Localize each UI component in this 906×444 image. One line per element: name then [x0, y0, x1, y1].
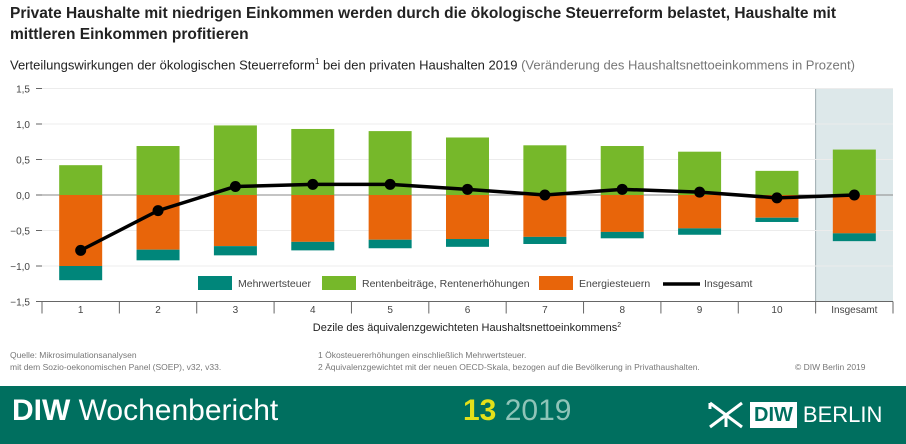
legend-label: Insgesamt — [704, 278, 753, 290]
bar-energiesteuern — [291, 195, 335, 242]
bar-mehrwertsteuer — [136, 249, 180, 261]
bar-rentenbeitraege — [523, 145, 567, 195]
legend-swatch — [322, 276, 356, 290]
bar-rentenbeitraege — [832, 149, 876, 195]
bar-mehrwertsteuer — [600, 231, 644, 239]
point-insgesamt — [307, 178, 319, 190]
bar-energiesteuern — [523, 195, 567, 237]
y-tick-label: 1,5 — [16, 85, 30, 96]
bar-mehrwertsteuer — [755, 217, 799, 222]
point-insgesamt — [616, 183, 628, 195]
bar-energiesteuern — [832, 195, 876, 234]
x-tick-label: 2 — [155, 305, 161, 316]
point-insgesamt — [229, 180, 241, 192]
y-tick-label: 0,0 — [16, 191, 30, 202]
bar-mehrwertsteuer — [832, 233, 876, 242]
bar-mehrwertsteuer — [291, 241, 335, 251]
legend-label: Mehrwertsteuer — [238, 278, 311, 290]
footnotes: 1 Ökosteuererhöhungen einschließlich Meh… — [318, 350, 700, 372]
bar-energiesteuern — [678, 195, 722, 229]
bar-mehrwertsteuer — [368, 239, 412, 249]
x-tick-label: Insgesamt — [831, 305, 877, 316]
chart-title: Private Haushalte mit niedrigen Einkomme… — [10, 5, 837, 43]
bar-energiesteuern — [755, 195, 799, 218]
legend-label: Energiesteuern — [579, 278, 650, 290]
y-tick-label: −0,5 — [10, 227, 30, 238]
bar-rentenbeitraege — [59, 165, 103, 195]
point-insgesamt — [462, 183, 473, 195]
chart: 1,5 1,0 0,5 0,0 −0,5 −1,0 −1,5 1 2 3 4 5 6 7 8 9 10 Insge… — [10, 85, 894, 334]
chart-subtitle: Verteilungswirkungen der ökologischen St… — [10, 57, 855, 73]
x-tick-label: 9 — [697, 305, 703, 316]
point-insgesamt — [152, 205, 164, 217]
x-axis-label: Dezile des äquivalenzgewichteten Haushal… — [313, 322, 622, 334]
bar-energiesteuern — [446, 195, 489, 240]
legend-label: Rentenbeiträge, Rentenerhöhungen — [362, 278, 530, 290]
x-tick-label: 7 — [542, 305, 548, 316]
copyright: © DIW Berlin 2019 — [795, 362, 866, 372]
bar-energiesteuern — [136, 195, 180, 250]
bar-mehrwertsteuer — [446, 239, 489, 247]
bar-mehrwertsteuer — [523, 236, 567, 244]
y-tick-label: −1,5 — [10, 298, 30, 309]
bar-rentenbeitraege — [755, 170, 799, 195]
y-tick-label: −1,0 — [10, 262, 30, 273]
diw-berlin-logo: DIW BERLIN — [708, 400, 882, 430]
point-insgesamt — [694, 186, 706, 198]
bar-mehrwertsteuer — [678, 228, 722, 235]
bar-mehrwertsteuer — [59, 266, 103, 281]
legend-swatch — [539, 276, 573, 290]
point-insgesamt — [848, 189, 860, 201]
y-tick-label: 1,0 — [16, 120, 30, 131]
x-tick-label: 5 — [387, 305, 393, 316]
x-tick-label: 8 — [619, 305, 625, 316]
bar-energiesteuern — [213, 195, 257, 247]
point-insgesamt — [384, 178, 396, 190]
bar-mehrwertsteuer — [213, 246, 257, 256]
x-tick-label: 3 — [233, 305, 239, 316]
x-tick-label: 10 — [771, 305, 783, 316]
diw-logo-icon — [708, 401, 743, 429]
x-tick-label: 1 — [78, 305, 84, 316]
unit-label: (Veränderung des Haushaltsnettoeinkommen… — [521, 57, 855, 73]
point-insgesamt — [539, 189, 551, 201]
legend-swatch — [198, 276, 232, 290]
y-tick-label: 0,5 — [16, 156, 30, 167]
source-note: Quelle: Mikrosimulationsanalysen mit dem… — [10, 350, 222, 372]
x-axis-label-sup: 2 — [617, 322, 621, 329]
bar-rentenbeitraege — [136, 146, 180, 195]
bar-energiesteuern — [368, 195, 412, 240]
x-tick-label: 6 — [465, 305, 471, 316]
bar-energiesteuern — [600, 195, 644, 232]
point-insgesamt — [75, 244, 87, 256]
point-insgesamt — [771, 192, 783, 204]
publication-name: DIW Wochenbericht — [12, 394, 279, 427]
footer-banner: DIW Wochenbericht 13 2019 DIW BERLIN — [0, 386, 906, 444]
x-tick-label: 4 — [310, 305, 316, 316]
issue-number: 13 2019 — [463, 394, 572, 427]
